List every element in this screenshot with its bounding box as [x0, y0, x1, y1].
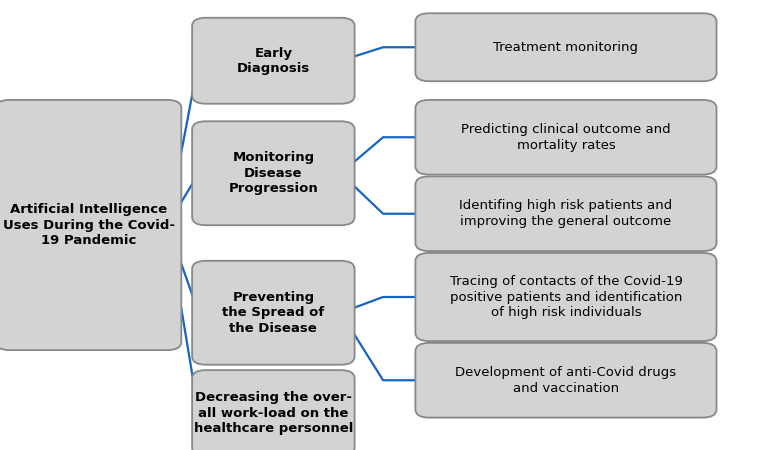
FancyBboxPatch shape: [416, 100, 716, 175]
FancyBboxPatch shape: [416, 253, 716, 341]
Text: Identifing high risk patients and
improving the general outcome: Identifing high risk patients and improv…: [460, 199, 672, 228]
Text: Development of anti-Covid drugs
and vaccination: Development of anti-Covid drugs and vacc…: [455, 366, 677, 395]
Text: Preventing
the Spread of
the Disease: Preventing the Spread of the Disease: [223, 291, 324, 335]
FancyBboxPatch shape: [416, 343, 716, 418]
Text: Monitoring
Disease
Progression: Monitoring Disease Progression: [229, 151, 318, 195]
Text: Decreasing the over-
all work-load on the
healthcare personnel: Decreasing the over- all work-load on th…: [194, 391, 353, 435]
Text: Early
Diagnosis: Early Diagnosis: [236, 46, 310, 75]
Text: Tracing of contacts of the Covid-19
positive patients and identification
of high: Tracing of contacts of the Covid-19 posi…: [450, 275, 682, 319]
FancyBboxPatch shape: [192, 370, 354, 450]
Text: Artificial Intelligence
Uses During the Covid-
19 Pandemic: Artificial Intelligence Uses During the …: [2, 203, 175, 247]
FancyBboxPatch shape: [192, 18, 354, 104]
Text: Treatment monitoring: Treatment monitoring: [494, 41, 638, 54]
FancyBboxPatch shape: [192, 261, 354, 365]
FancyBboxPatch shape: [0, 100, 182, 350]
FancyBboxPatch shape: [192, 122, 354, 225]
FancyBboxPatch shape: [416, 13, 716, 81]
FancyBboxPatch shape: [416, 176, 716, 251]
Text: Predicting clinical outcome and
mortality rates: Predicting clinical outcome and mortalit…: [461, 123, 671, 152]
